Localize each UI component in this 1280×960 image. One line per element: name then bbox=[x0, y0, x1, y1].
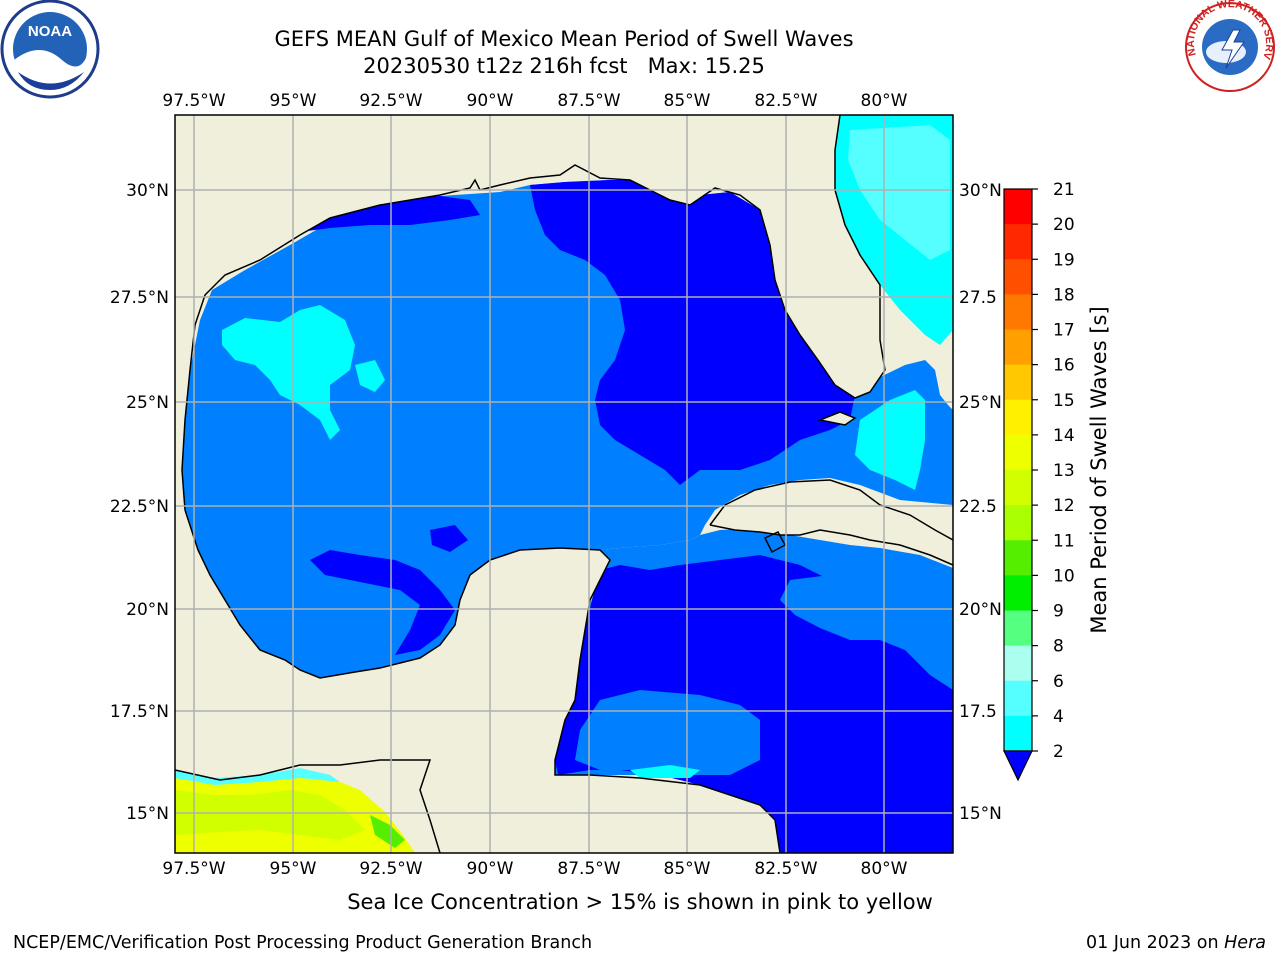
lon-labels-top: 97.5°W 95°W 92.5°W 90°W 87.5°W 85°W 82.5… bbox=[162, 91, 907, 111]
colorbar-tick-label: 19 bbox=[1053, 250, 1075, 270]
noaa-logo-text: NOAA bbox=[28, 23, 72, 40]
colorbar-segment bbox=[1004, 189, 1032, 225]
colorbar-tick-label: 17 bbox=[1053, 321, 1075, 341]
colorbar-tick-label: 18 bbox=[1053, 285, 1075, 305]
lon-tick-top: 82.5°W bbox=[754, 91, 817, 111]
lat-tick-right: 15°N bbox=[959, 804, 1002, 824]
lat-tick-left: 17.5°N bbox=[110, 702, 169, 722]
lat-tick-right: 25°N bbox=[959, 393, 1002, 413]
lat-tick-left: 22.5°N bbox=[110, 497, 169, 517]
colorbar-segment bbox=[1004, 329, 1032, 366]
chart-subtitle: 20230530 t12z 216h fcst Max: 15.25 bbox=[363, 54, 765, 78]
lon-tick-top: 90°W bbox=[467, 91, 514, 111]
colorbar-tick-label: 15 bbox=[1053, 391, 1075, 411]
colorbar-segment bbox=[1004, 364, 1032, 401]
lat-tick-right: 20°N bbox=[959, 600, 1002, 620]
colorbar-segment bbox=[1004, 680, 1032, 717]
cyan-honduras-coast bbox=[630, 765, 700, 778]
colorbar-tick-label: 21 bbox=[1053, 180, 1075, 200]
colorbar-segment bbox=[1004, 434, 1032, 471]
lat-tick-left: 20°N bbox=[126, 600, 169, 620]
gridlines bbox=[175, 115, 953, 853]
colorbar-tick-label: 2 bbox=[1053, 742, 1064, 762]
colorbar-segment bbox=[1004, 540, 1032, 576]
colorbar-tick-label: 12 bbox=[1053, 496, 1075, 516]
credit-host: Hera bbox=[1224, 933, 1266, 953]
ice-region-green bbox=[370, 815, 405, 848]
lon-tick-bottom: 95°W bbox=[270, 859, 317, 879]
colorbar-ticks: 21 20 19 18 17 16 15 14 13 12 11 10 9 8 6 4 2 bbox=[1032, 180, 1075, 762]
lat-tick-right: 30°N bbox=[959, 181, 1002, 201]
cyan-western-gulf bbox=[222, 305, 355, 440]
colorbar-segment bbox=[1004, 224, 1032, 260]
colorbar-tick-label: 8 bbox=[1053, 637, 1064, 657]
colorbar-tick-label: 4 bbox=[1053, 707, 1064, 727]
colorbar-tick-label: 6 bbox=[1053, 672, 1064, 692]
credit-left: NCEP/EMC/Verification Post Processing Pr… bbox=[13, 933, 593, 953]
colorbar-tick-label: 16 bbox=[1053, 356, 1075, 376]
light-cyan-atlantic-inner bbox=[848, 125, 950, 260]
colorbar bbox=[1003, 188, 1033, 782]
cyan-western-gulf-2 bbox=[355, 360, 385, 392]
colorbar-label: Mean Period of Swell Waves [s] bbox=[1087, 306, 1111, 633]
lon-tick-top: 87.5°W bbox=[557, 91, 620, 111]
lat-tick-left: 15°N bbox=[126, 804, 169, 824]
cyan-florida-straits bbox=[855, 390, 925, 490]
lat-tick-left: 30°N bbox=[126, 181, 169, 201]
sea-ice-note-text: Sea Ice Concentration > 15% is shown in … bbox=[347, 890, 933, 914]
lon-tick-bottom: 80°W bbox=[861, 859, 908, 879]
chart-title: GEFS MEAN Gulf of Mexico Mean Period of … bbox=[274, 27, 854, 51]
colorbar-tick-label: 11 bbox=[1053, 531, 1075, 551]
colorbar-segment bbox=[1004, 575, 1032, 611]
lon-tick-bottom: 82.5°W bbox=[754, 859, 817, 879]
lon-tick-top: 92.5°W bbox=[359, 91, 422, 111]
lon-tick-bottom: 87.5°W bbox=[557, 859, 620, 879]
lon-tick-top: 97.5°W bbox=[162, 91, 225, 111]
lon-tick-bottom: 97.5°W bbox=[162, 859, 225, 879]
lat-tick-right: 17.5 bbox=[959, 702, 997, 722]
lon-tick-bottom: 85°W bbox=[664, 859, 711, 879]
lat-labels-right: 30°N 27.5 25°N 22.5 20°N 17.5 15°N bbox=[959, 181, 1002, 824]
colorbar-segment bbox=[1004, 399, 1032, 436]
lon-tick-bottom: 92.5°W bbox=[359, 859, 422, 879]
lon-tick-top: 80°W bbox=[861, 91, 908, 111]
colorbar-segment bbox=[1004, 259, 1032, 295]
ice-region-light bbox=[175, 790, 365, 840]
lat-labels-left: 30°N 27.5°N 25°N 22.5°N 20°N 17.5°N 15°N bbox=[110, 181, 169, 824]
colorbar-tick-label: 10 bbox=[1053, 566, 1075, 586]
colorbar-segment bbox=[1004, 715, 1032, 752]
colorbar-tick-label: 14 bbox=[1053, 426, 1075, 446]
colorbar-segment bbox=[1004, 294, 1032, 330]
colorbar-segment bbox=[1004, 610, 1032, 647]
map-area bbox=[175, 115, 953, 853]
colorbar-segment bbox=[1004, 505, 1032, 541]
sea-ice-note: Sea Ice Concentration > 15% is shown in … bbox=[0, 890, 1280, 914]
deep-blue-bay-campeche bbox=[310, 550, 455, 655]
lon-tick-top: 85°W bbox=[664, 91, 711, 111]
credit-right: 01 Jun 2023 on Hera bbox=[1086, 933, 1266, 953]
ice-region-cyan-edge bbox=[175, 768, 340, 785]
credit-date: 01 Jun 2023 on bbox=[1085, 933, 1225, 953]
noaa-logo: NOAA bbox=[0, 0, 100, 99]
colorbar-under-triangle bbox=[1003, 750, 1033, 782]
lon-tick-bottom: 90°W bbox=[467, 859, 514, 879]
lon-labels-bottom: 97.5°W 95°W 92.5°W 90°W 87.5°W 85°W 82.5… bbox=[162, 859, 907, 879]
land-cuba bbox=[710, 480, 953, 565]
colorbar-segment bbox=[1004, 470, 1032, 506]
colorbar-tick-label: 20 bbox=[1053, 215, 1075, 235]
lat-tick-right: 22.5 bbox=[959, 497, 997, 517]
colorbar-tick-label: 9 bbox=[1053, 602, 1064, 622]
colorbar-tick-label: 13 bbox=[1053, 461, 1075, 481]
colorbar-segment bbox=[1004, 645, 1032, 682]
land-us-texas-louisiana bbox=[175, 115, 953, 520]
lat-tick-left: 25°N bbox=[126, 393, 169, 413]
lat-tick-right: 27.5 bbox=[959, 288, 997, 308]
lon-tick-top: 95°W bbox=[270, 91, 317, 111]
map-frame bbox=[174, 114, 954, 854]
lat-tick-left: 27.5°N bbox=[110, 288, 169, 308]
deep-blue-campeche-2 bbox=[430, 525, 468, 552]
mid-blue-caribbean-band bbox=[780, 575, 953, 690]
